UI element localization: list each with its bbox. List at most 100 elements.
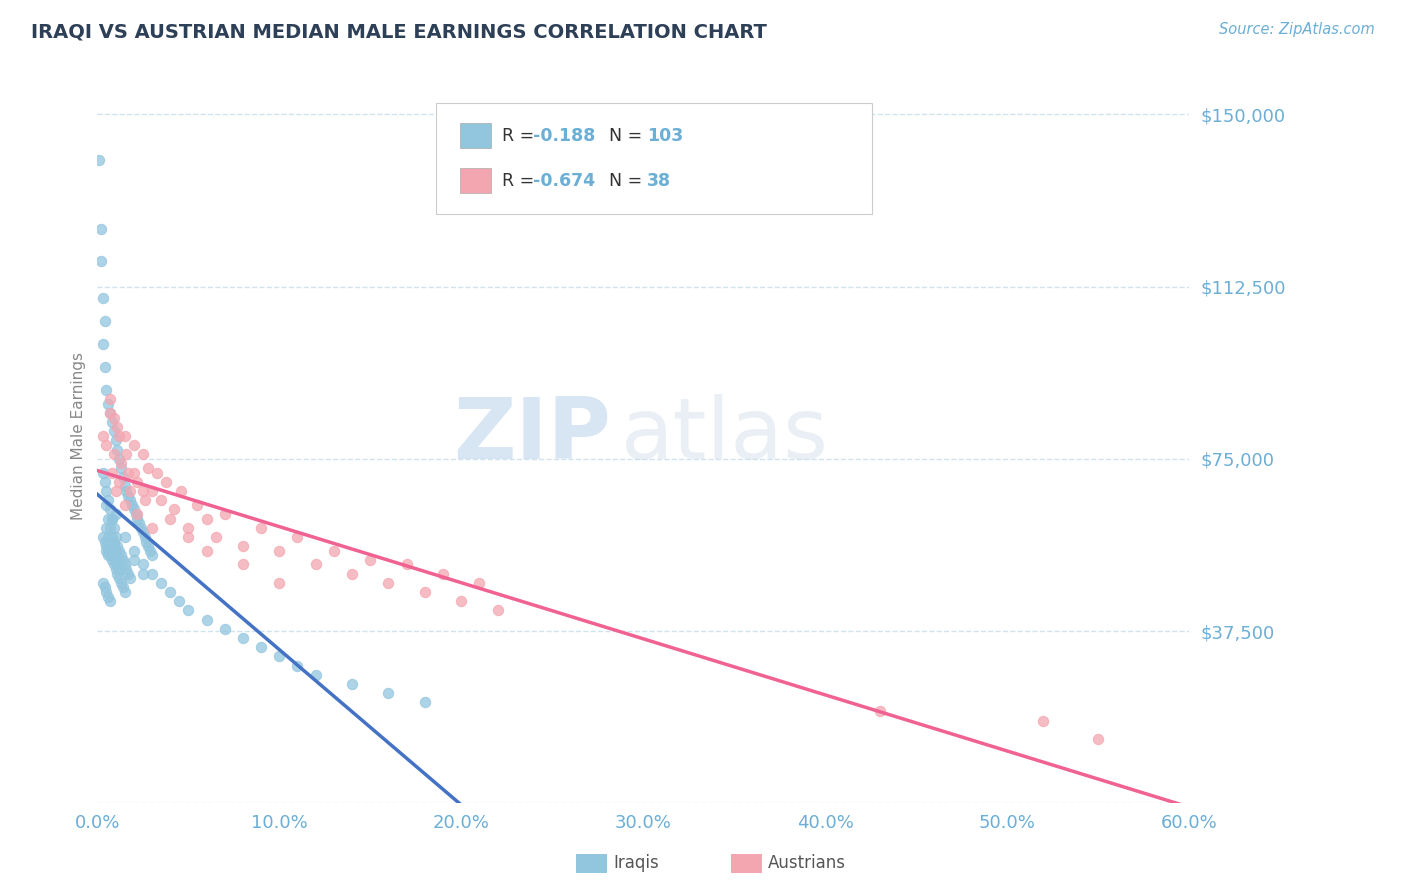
Point <box>269 543 291 558</box>
Point <box>177 530 200 544</box>
Point <box>305 558 328 572</box>
Point <box>98 539 121 553</box>
Point <box>159 511 181 525</box>
Point <box>122 466 145 480</box>
Point <box>97 590 120 604</box>
Point <box>115 447 138 461</box>
Point <box>103 521 125 535</box>
Point <box>486 603 509 617</box>
Point <box>132 525 155 540</box>
Point <box>468 575 491 590</box>
Point <box>97 549 120 563</box>
Point <box>91 337 114 351</box>
Point <box>104 434 127 448</box>
Point <box>103 534 125 549</box>
Point <box>104 530 127 544</box>
Point <box>105 419 128 434</box>
Point <box>101 466 124 480</box>
Point <box>132 566 155 581</box>
Point <box>105 442 128 457</box>
Point <box>195 543 218 558</box>
Point <box>120 493 142 508</box>
Point <box>110 549 132 563</box>
Point <box>93 581 115 595</box>
Point <box>340 566 363 581</box>
Point <box>108 543 131 558</box>
Point <box>108 562 131 576</box>
Point <box>97 530 120 544</box>
Point <box>322 543 344 558</box>
Text: atlas: atlas <box>621 394 830 477</box>
Point <box>195 613 218 627</box>
Point <box>96 483 118 498</box>
Point <box>98 406 121 420</box>
Point <box>93 534 115 549</box>
Point <box>91 530 114 544</box>
Point <box>115 483 138 498</box>
Point <box>101 415 124 429</box>
Point <box>395 558 418 572</box>
Point <box>195 511 218 525</box>
Point <box>250 640 273 655</box>
Point <box>91 575 114 590</box>
Point <box>91 466 114 480</box>
Point <box>114 558 136 572</box>
Point <box>91 429 114 443</box>
Point <box>204 530 226 544</box>
Point <box>96 521 118 535</box>
Point <box>124 507 146 521</box>
Text: 103: 103 <box>647 127 683 145</box>
Point <box>287 530 309 544</box>
Point <box>170 483 193 498</box>
Point <box>90 222 112 236</box>
Point <box>105 558 128 572</box>
Point <box>155 475 177 489</box>
Point <box>93 314 115 328</box>
Point <box>103 425 125 439</box>
Point <box>141 483 163 498</box>
Point <box>177 521 200 535</box>
Point <box>377 575 399 590</box>
Point <box>111 470 134 484</box>
Point <box>214 507 236 521</box>
Point <box>98 406 121 420</box>
Point <box>117 566 139 581</box>
Point <box>93 475 115 489</box>
Point <box>134 493 156 508</box>
Point <box>127 511 149 525</box>
Point <box>287 658 309 673</box>
Point <box>105 566 128 581</box>
Point <box>167 594 190 608</box>
Point <box>359 553 381 567</box>
Text: Austrians: Austrians <box>768 855 845 872</box>
Point <box>97 511 120 525</box>
Point <box>104 562 127 576</box>
Point <box>163 502 186 516</box>
Point <box>177 603 200 617</box>
Point <box>132 483 155 498</box>
Point <box>96 383 118 397</box>
Point <box>132 447 155 461</box>
Point <box>115 562 138 576</box>
Point <box>121 498 143 512</box>
Point <box>413 585 436 599</box>
Point <box>122 438 145 452</box>
Point <box>232 539 254 553</box>
Text: R =: R = <box>502 127 540 145</box>
Point <box>114 479 136 493</box>
Point <box>150 575 173 590</box>
Point <box>232 558 254 572</box>
Point <box>150 493 173 508</box>
Point <box>127 475 149 489</box>
Point <box>96 543 118 558</box>
Point <box>1032 714 1054 728</box>
Point <box>90 254 112 268</box>
Text: IRAQI VS AUSTRIAN MEDIAN MALE EARNINGS CORRELATION CHART: IRAQI VS AUSTRIAN MEDIAN MALE EARNINGS C… <box>31 22 766 41</box>
Point <box>122 543 145 558</box>
Point <box>117 466 139 480</box>
Point <box>269 575 291 590</box>
Point <box>97 493 120 508</box>
Point <box>104 483 127 498</box>
Point <box>89 153 111 168</box>
Point <box>91 291 114 305</box>
